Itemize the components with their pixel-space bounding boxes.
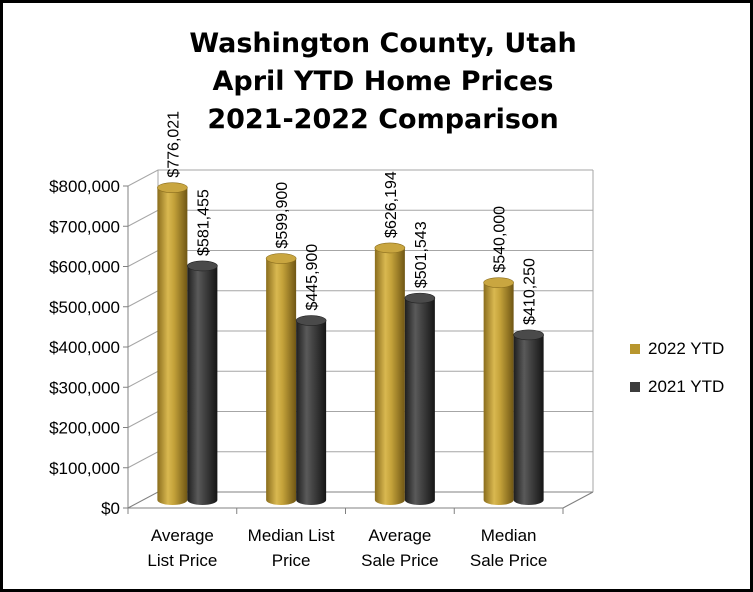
legend: 2022 YTD 2021 YTD xyxy=(630,339,724,396)
bar-top xyxy=(513,329,544,341)
data-label: $599,900 xyxy=(274,182,291,249)
legend-label: 2022 YTD xyxy=(648,339,724,358)
data-label: $540,000 xyxy=(492,206,509,273)
legend-swatch xyxy=(630,382,640,392)
data-label: $501,543 xyxy=(413,221,430,288)
bar-top xyxy=(295,315,327,326)
chart-title: Washington County, Utah April YTD Home P… xyxy=(63,25,703,139)
bar-top xyxy=(265,253,297,264)
data-label: $581,455 xyxy=(195,189,212,256)
gridline xyxy=(127,169,593,187)
data-label: $445,900 xyxy=(304,244,321,311)
x-category-label: Median List xyxy=(248,526,335,545)
y-tick-label: $500,000 xyxy=(49,298,120,317)
bar-body xyxy=(404,298,435,505)
data-labels: $776,021 $599,900 $626,194 $540,000 $581,455… xyxy=(165,111,538,325)
title-line-3: 2021-2022 Comparison xyxy=(207,104,559,135)
y-tick-label: $0 xyxy=(101,499,120,518)
bar-body xyxy=(157,187,188,505)
x-category-label: Sale Price xyxy=(470,551,547,570)
x-category-label: List Price xyxy=(147,551,217,570)
x-category-label: Average xyxy=(151,526,214,545)
bar xyxy=(187,260,218,505)
bar-top xyxy=(157,182,188,193)
bar-body xyxy=(296,320,327,505)
bar xyxy=(483,277,514,505)
legend-swatch xyxy=(630,344,640,354)
y-tick-label: $100,000 xyxy=(49,459,120,478)
bar xyxy=(157,182,188,505)
data-label: $410,250 xyxy=(522,258,539,325)
bar-body xyxy=(513,334,544,505)
bar xyxy=(404,292,436,505)
bar-top xyxy=(404,292,436,304)
x-category-label: Median xyxy=(481,526,537,545)
legend-label: 2021 YTD xyxy=(648,377,724,396)
y-tick-label: $700,000 xyxy=(49,217,120,236)
y-tick-label: $600,000 xyxy=(49,258,120,277)
title-line-1: Washington County, Utah xyxy=(189,28,577,59)
y-tick-label: $800,000 xyxy=(49,177,120,196)
data-label: $776,021 xyxy=(165,111,182,178)
bar xyxy=(513,329,544,505)
y-tick-label: $300,000 xyxy=(49,378,120,397)
bar-top xyxy=(187,260,218,272)
bar-body xyxy=(483,282,514,505)
title-line-2: April YTD Home Prices xyxy=(212,66,554,97)
y-tick-label: $200,000 xyxy=(49,419,120,438)
x-category-label: Average xyxy=(368,526,431,545)
bar-body xyxy=(187,265,218,505)
bar-top xyxy=(483,277,514,288)
bars xyxy=(157,182,544,505)
x-category-label: Price xyxy=(272,551,311,570)
x-category-label: Sale Price xyxy=(361,551,438,570)
bar xyxy=(374,242,406,505)
bar-top xyxy=(374,242,406,254)
floor-side-edge xyxy=(562,491,594,509)
bar xyxy=(265,253,297,505)
bar-body xyxy=(266,258,297,505)
data-label: $626,194 xyxy=(383,171,400,238)
bar-body xyxy=(374,247,405,505)
y-tick-label: $400,000 xyxy=(49,338,120,357)
bar xyxy=(295,315,327,505)
